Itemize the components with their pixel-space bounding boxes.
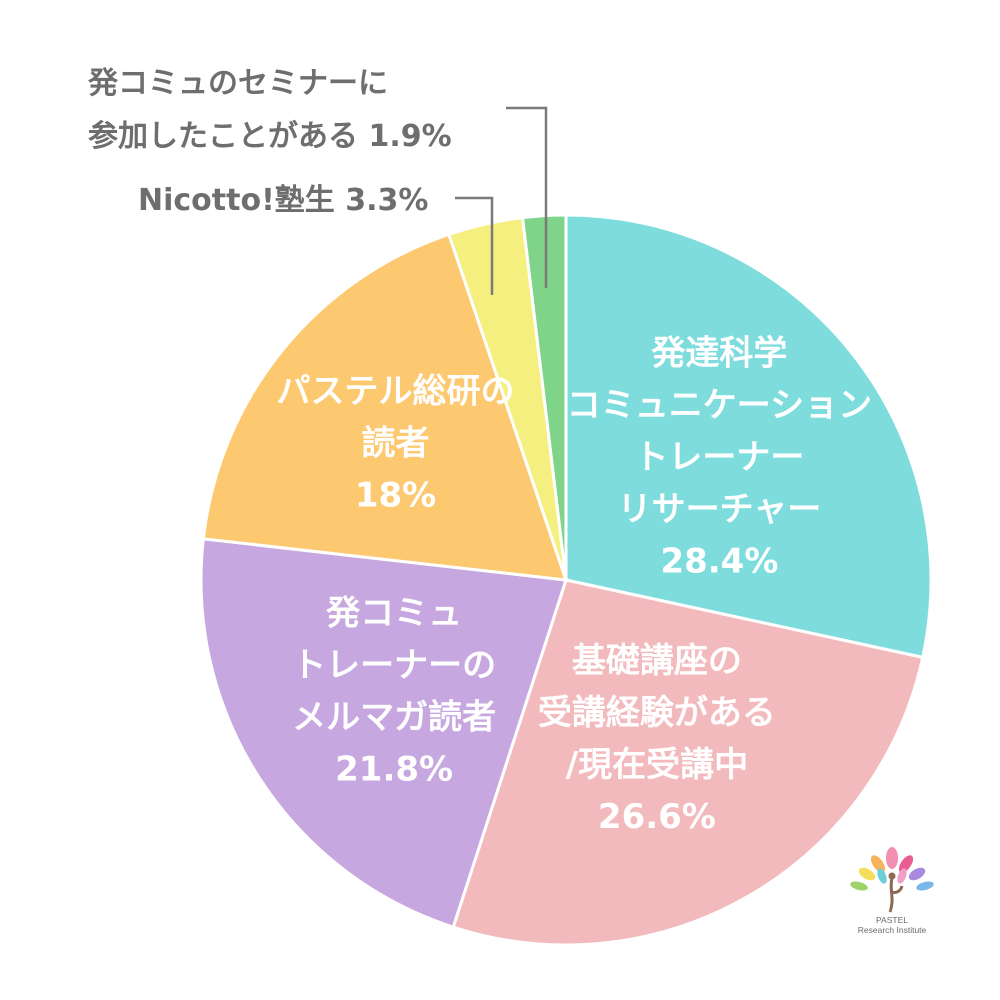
logo-line2: Research Institute	[858, 925, 927, 935]
slice-label-0-2: トレーナー	[634, 437, 804, 477]
leader-line-4	[455, 196, 494, 295]
callout-label-5-0: 発コミュのセミナーに	[87, 66, 388, 101]
slice-value-0-4: 28.4%	[660, 541, 778, 581]
slice-label-0-0: 発達科学	[651, 333, 787, 373]
callout-label-4-0: Nicotto!塾生 3.3%	[138, 183, 428, 218]
slice-label-2-0: 発コミュ	[326, 594, 462, 634]
slice-label-2-1: トレーナーの	[292, 646, 496, 686]
pie-slice-5	[520, 213, 568, 581]
slice-label-3-1: 読者	[362, 424, 430, 464]
leader-line-5	[506, 106, 548, 288]
slice-value-2-3: 21.8%	[335, 750, 453, 790]
slice-label-3-0: パステル総研の	[277, 372, 515, 412]
slice-label-2-2: メルマガ読者	[292, 698, 496, 738]
slice-label-0-1: コミュニケーション	[567, 385, 872, 425]
slice-value-3-2: 18%	[355, 476, 436, 516]
tree-leaves-icon	[850, 847, 934, 913]
pie-slice-3	[201, 232, 569, 582]
slice-label-1-0: 基礎講座の	[572, 641, 742, 681]
logo-line1: PASTEL	[876, 915, 908, 925]
pie-slice-2	[199, 537, 568, 930]
slice-label-1-2: /現在受講中	[566, 745, 748, 785]
callout-label-5-1: 参加したことがある 1.9%	[88, 119, 452, 154]
slice-label-1-1: 受講経験がある	[538, 693, 776, 733]
pastel-research-logo: PASTEL Research Institute	[850, 847, 934, 935]
slice-value-1-3: 26.6%	[598, 797, 716, 837]
slice-label-0-3: リサーチャー	[618, 489, 822, 529]
pie-slices	[199, 213, 933, 947]
pie-slice-0	[564, 213, 933, 660]
pie-slice-1	[451, 578, 925, 947]
